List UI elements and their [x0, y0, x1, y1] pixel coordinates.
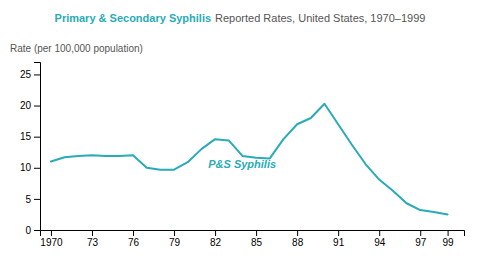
x-axis-tick-mark	[215, 230, 216, 236]
x-axis-tick-mark	[297, 230, 298, 236]
x-axis-tick: 88	[292, 230, 304, 248]
marks	[51, 104, 448, 215]
x-axis-tick: 91	[333, 230, 345, 248]
x-axis-tick-label: 82	[210, 237, 222, 248]
x-axis-tick: 99	[443, 230, 455, 248]
x-axis-tick-label: 76	[128, 237, 140, 248]
x-axis-tick-mark	[174, 230, 175, 236]
y-axis-tick-mark	[34, 137, 40, 138]
x-axis-tick-mark	[51, 230, 52, 236]
x-axis-tick-label: 73	[87, 237, 99, 248]
y-axis-tick-label: 20	[20, 100, 32, 111]
x-axis-tick-label: 79	[169, 237, 181, 248]
y-axis-label: Rate (per 100,000 population)	[10, 43, 143, 54]
x-axis-tick: 82	[210, 230, 222, 248]
x-axis-tick-mark	[420, 230, 421, 236]
x-axis-tick-mark	[92, 230, 93, 236]
subtitle: Reported Rates, United States, 1970–1999	[215, 12, 425, 24]
y-axis-tick-mark	[34, 230, 40, 231]
y-axis-tick: 0	[25, 225, 40, 236]
chart: Primary & Secondary SyphilisReported Rat…	[0, 0, 480, 256]
x-axis-tick-label: 94	[374, 237, 386, 248]
y-axis-tick: 15	[20, 131, 40, 142]
y-axis-tick-mark	[34, 106, 40, 107]
x-axis-tick: 1970	[40, 230, 63, 248]
annotation: P&S Syphilis	[208, 158, 276, 170]
x-axis-tick-mark	[338, 230, 339, 236]
y-axis-tick-label: 10	[20, 162, 32, 173]
x-axis-tick-mark	[133, 230, 134, 236]
y-axis: 0 5 10 15 20 25	[20, 63, 41, 236]
y-axis-tick: 25	[20, 69, 40, 80]
x-axis-tick: 85	[251, 230, 263, 248]
y-axis-tick-label: 25	[20, 69, 32, 80]
y-axis-line	[34, 63, 41, 231]
y-axis-tick-label: 0	[25, 225, 31, 236]
y-axis-tick-mark	[34, 74, 40, 75]
title: Primary & Secondary Syphilis	[55, 12, 212, 24]
x-axis-tick-mark	[256, 230, 257, 236]
y-axis-tick-label: 15	[20, 131, 32, 142]
x-axis-tick-label: 1970	[40, 237, 63, 248]
x-axis-tick-mark	[379, 230, 380, 236]
y-axis-tick: 20	[20, 100, 40, 111]
y-axis-tick-mark	[34, 199, 40, 200]
y-axis-tick: 10	[20, 162, 40, 173]
x-axis-tick-label: 88	[292, 237, 304, 248]
x-axis-tick: 79	[169, 230, 181, 248]
x-axis-tick-label: 99	[443, 237, 455, 248]
y-axis-tick-mark	[34, 168, 40, 169]
plot: 1970 73 76 79 82 85 88 91 94 97 99 0 5 10 15 20 25 P&S Sy…	[20, 63, 465, 249]
x-axis: 1970 73 76 79 82 85 88 91 94 97 99	[40, 230, 464, 248]
line	[51, 104, 448, 215]
x-axis-tick-label: 85	[251, 237, 263, 248]
x-axis-tick: 94	[374, 230, 386, 248]
x-axis-tick-label: 91	[333, 237, 345, 248]
x-axis-tick-label: 97	[415, 237, 427, 248]
title-line: Primary & Secondary SyphilisReported Rat…	[55, 12, 426, 24]
y-axis-tick: 5	[25, 194, 40, 205]
x-axis-tick-mark	[448, 230, 449, 236]
x-axis-tick: 76	[128, 230, 140, 248]
x-axis-line	[41, 231, 465, 237]
x-axis-tick: 73	[87, 230, 99, 248]
y-axis-tick-label: 5	[25, 194, 31, 205]
x-axis-tick: 97	[415, 230, 427, 248]
